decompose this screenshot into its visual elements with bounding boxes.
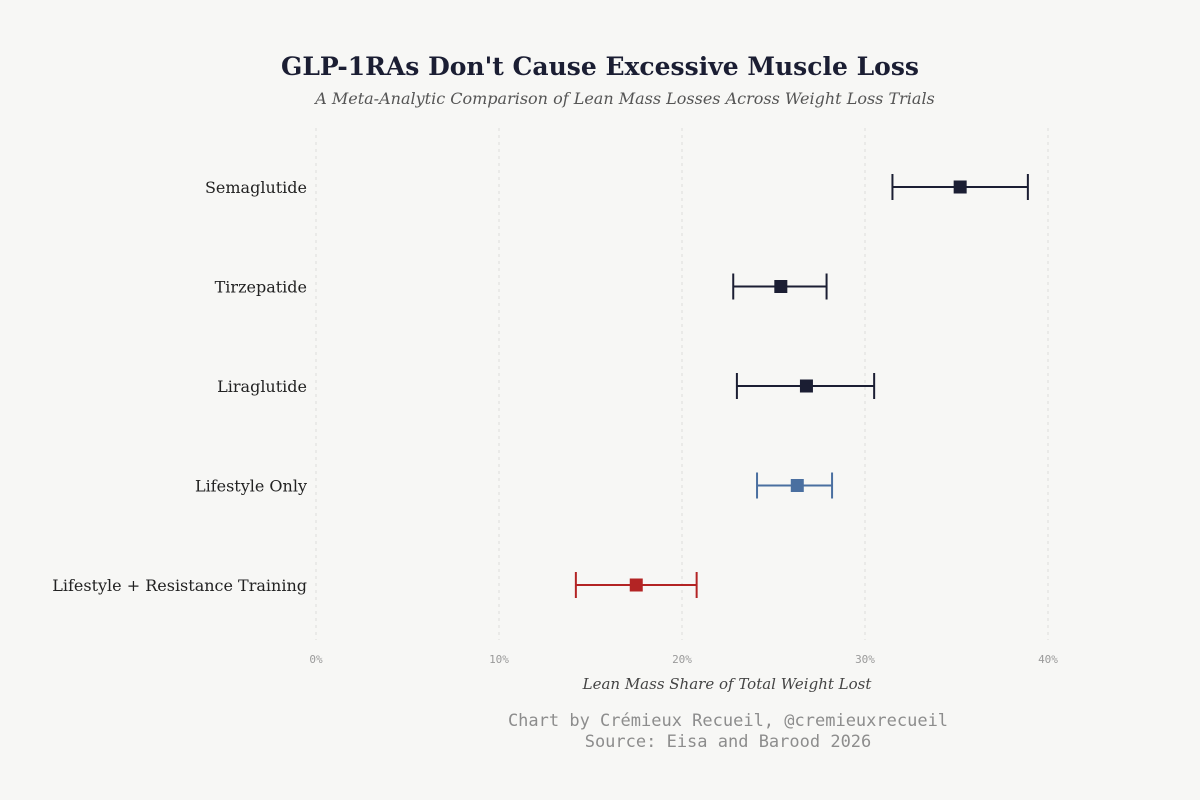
category-label-tirzepatide: Tirzepatide [215,278,307,297]
data-rows: Semaglutide Tirzepatide Liraglutide Lifesty… [52,174,1029,598]
x-tick-label-10: 10% [489,653,509,666]
caption-source: Source: Eisa and Barood 2026 [584,732,872,752]
point-estimate-lifestyle-resistance-training [629,578,643,592]
category-label-lifestyle-only: Lifestyle Only [195,477,307,496]
caption-credit: Chart by Crémieux Recueil, @cremieuxrecu… [507,711,949,731]
category-label-liraglutide: Liraglutide [217,377,307,396]
x-axis-title: Lean Mass Share of Total Weight Lost [582,675,873,693]
x-tick-label-0: 0% [309,653,323,666]
row-lifestyle-resistance-training: Lifestyle + Resistance Training [52,572,698,598]
grid-lines [315,128,1049,640]
point-estimate-semaglutide [953,180,967,194]
chart-title: GLP-1RAs Don't Cause Excessive Muscle Lo… [280,52,919,81]
row-lifestyle-only: Lifestyle Only [195,472,834,499]
x-tick-label-20: 20% [672,653,692,666]
x-tick-label-40: 40% [1038,653,1058,666]
category-label-semaglutide: Semaglutide [205,178,307,197]
point-estimate-liraglutide [799,379,813,393]
category-label-lifestyle-resistance-training: Lifestyle + Resistance Training [52,576,307,595]
row-tirzepatide: Tirzepatide [215,273,828,300]
chart-subtitle: A Meta-Analytic Comparison of Lean Mass … [315,89,935,108]
x-tick-label-30: 30% [855,653,875,666]
x-tick-labels: 0% 10% 20% 30% 40% [309,653,1058,666]
row-liraglutide: Liraglutide [217,373,876,399]
point-estimate-lifestyle-only [790,479,804,492]
row-semaglutide: Semaglutide [205,174,1029,200]
point-estimate-tirzepatide [774,280,788,293]
